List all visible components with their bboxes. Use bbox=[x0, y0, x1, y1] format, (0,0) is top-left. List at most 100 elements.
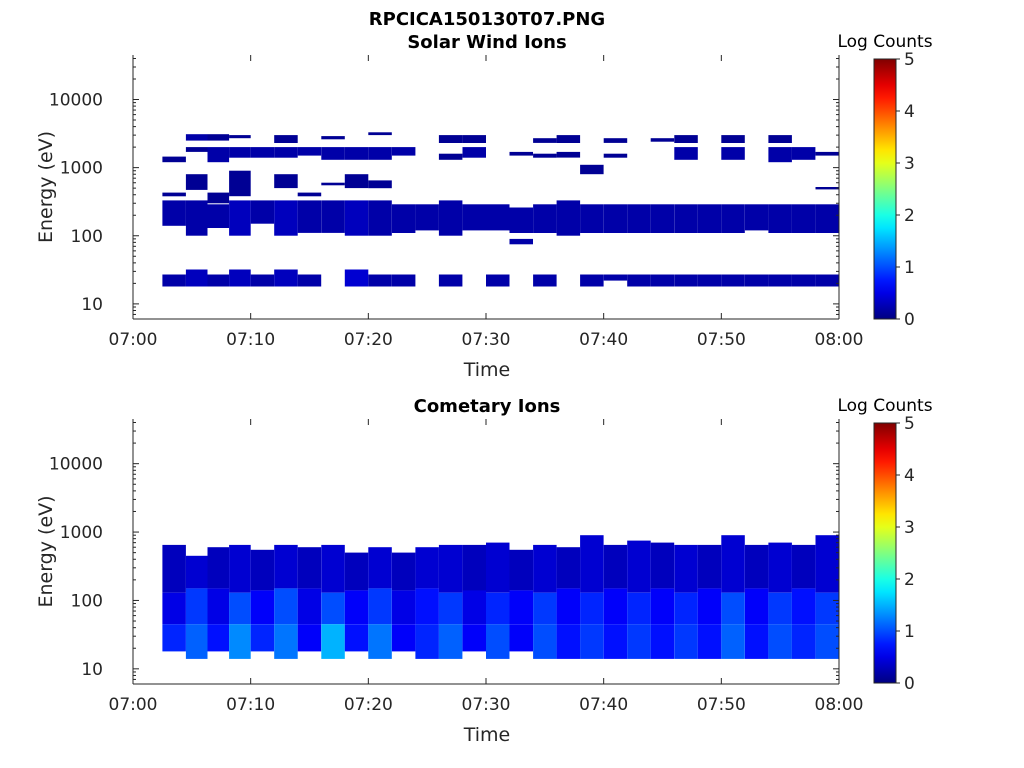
heatmap-cell bbox=[509, 590, 533, 625]
heatmap-cell bbox=[368, 180, 392, 189]
heatmap-cell bbox=[274, 174, 298, 189]
heatmap-cell bbox=[438, 200, 463, 236]
heatmap-cell bbox=[721, 592, 745, 625]
heatmap-cell bbox=[697, 624, 722, 659]
heatmap-cell bbox=[533, 592, 557, 625]
heatmap-cell bbox=[391, 552, 416, 591]
heatmap-cell bbox=[368, 132, 392, 136]
heatmap-cell bbox=[721, 204, 745, 233]
heatmap-cell bbox=[207, 204, 230, 228]
heatmap-cell bbox=[250, 624, 275, 652]
heatmap-cell bbox=[815, 535, 839, 593]
colorbar-tick-label: 3 bbox=[904, 154, 915, 174]
heatmap-cell bbox=[250, 147, 275, 158]
heatmap-cell bbox=[650, 274, 675, 287]
heatmap-cell bbox=[744, 204, 769, 231]
heatmap-cell bbox=[603, 153, 628, 158]
heatmap-cell bbox=[603, 138, 628, 143]
heatmap-cell bbox=[344, 174, 369, 189]
heatmap-cell bbox=[438, 153, 463, 160]
heatmap-cell bbox=[274, 200, 298, 236]
x-tick-label: 07:00 bbox=[109, 695, 158, 715]
heatmap-cell bbox=[274, 135, 298, 143]
heatmap-cell bbox=[438, 135, 463, 143]
heatmap-cell bbox=[721, 135, 745, 143]
colorbar-label: Log Counts bbox=[837, 396, 932, 416]
heatmap-cell bbox=[721, 274, 745, 287]
heatmap-cell bbox=[768, 592, 792, 625]
colorbar bbox=[873, 58, 897, 320]
heatmap-cell bbox=[721, 535, 745, 593]
colorbar-tick-label: 2 bbox=[904, 570, 915, 590]
heatmap-cell bbox=[462, 147, 486, 158]
heatmap-cell bbox=[229, 170, 251, 197]
heatmap-cell bbox=[791, 588, 816, 625]
heatmap-cell bbox=[603, 624, 628, 659]
heatmap-cell bbox=[297, 588, 322, 625]
x-tick-label: 07:30 bbox=[462, 695, 511, 715]
colorbar bbox=[873, 422, 897, 684]
heatmap-cell bbox=[650, 588, 675, 625]
heatmap-cell bbox=[721, 147, 745, 160]
x-tick-label: 07:10 bbox=[226, 330, 275, 350]
heatmap-cell bbox=[533, 274, 557, 287]
heatmap-cell bbox=[486, 624, 510, 659]
heatmap-cell bbox=[650, 138, 675, 142]
colorbar-tick-label: 0 bbox=[904, 674, 915, 694]
heatmap-cell bbox=[815, 274, 839, 287]
heatmap-cell bbox=[321, 592, 345, 625]
heatmap-cell bbox=[744, 624, 769, 659]
heatmap-cell bbox=[229, 135, 251, 139]
heatmap-cell bbox=[229, 147, 251, 158]
heatmap-cell bbox=[674, 274, 698, 287]
heatmap-cell bbox=[344, 269, 369, 287]
x-tick-label: 07:30 bbox=[462, 330, 511, 350]
heatmap-cell bbox=[368, 624, 392, 659]
heatmap-cell bbox=[533, 624, 557, 659]
colorbar-tick-label: 5 bbox=[904, 50, 915, 70]
heatmap-cell bbox=[185, 134, 208, 141]
heatmap-cell bbox=[229, 544, 251, 593]
heatmap-cell bbox=[297, 547, 322, 589]
heatmap-cell bbox=[674, 204, 698, 233]
heatmap-cell bbox=[438, 592, 463, 625]
colorbar-tick-label: 3 bbox=[904, 518, 915, 538]
y-tick-label: 10000 bbox=[49, 455, 103, 475]
heatmap-cell bbox=[297, 147, 322, 156]
heatmap-cell bbox=[368, 547, 392, 589]
heatmap-cell bbox=[462, 544, 486, 591]
colorbar-tick-label: 4 bbox=[904, 102, 915, 122]
heatmap-cell bbox=[462, 624, 486, 652]
heatmap-cell bbox=[768, 204, 792, 233]
panel-title: Cometary Ions bbox=[414, 396, 561, 417]
heatmap-cell bbox=[791, 204, 816, 233]
heatmap-cell bbox=[185, 624, 208, 659]
heatmap-cell bbox=[556, 624, 581, 659]
y-axis-label: Energy (eV) bbox=[35, 495, 57, 607]
y-tick-label: 100 bbox=[71, 591, 103, 611]
heatmap-cell bbox=[162, 544, 186, 593]
heatmap-cell bbox=[391, 204, 416, 233]
heatmap-cell bbox=[791, 624, 816, 659]
heatmap-cell bbox=[744, 544, 769, 589]
heatmap-cell bbox=[768, 135, 792, 143]
heatmap-cell bbox=[650, 624, 675, 659]
heatmap-cell bbox=[650, 204, 675, 233]
y-tick-label: 10 bbox=[81, 295, 103, 315]
heatmap-cell bbox=[627, 540, 651, 593]
heatmap-cell bbox=[815, 151, 839, 156]
heatmap-cell bbox=[486, 274, 510, 287]
heatmap-cell bbox=[274, 147, 298, 158]
heatmap-cell bbox=[207, 624, 230, 652]
heatmap-cell bbox=[321, 200, 345, 233]
heatmap-cell bbox=[556, 200, 581, 236]
heatmap-cell bbox=[509, 549, 533, 591]
heatmap-cell bbox=[509, 207, 533, 233]
heatmap-cell bbox=[533, 153, 557, 158]
y-tick-label: 100 bbox=[71, 227, 103, 247]
heatmap-cell bbox=[368, 200, 392, 236]
heatmap-cell bbox=[580, 274, 604, 287]
heatmap-cell bbox=[321, 624, 345, 659]
y-axis-label: Energy (eV) bbox=[35, 131, 57, 243]
